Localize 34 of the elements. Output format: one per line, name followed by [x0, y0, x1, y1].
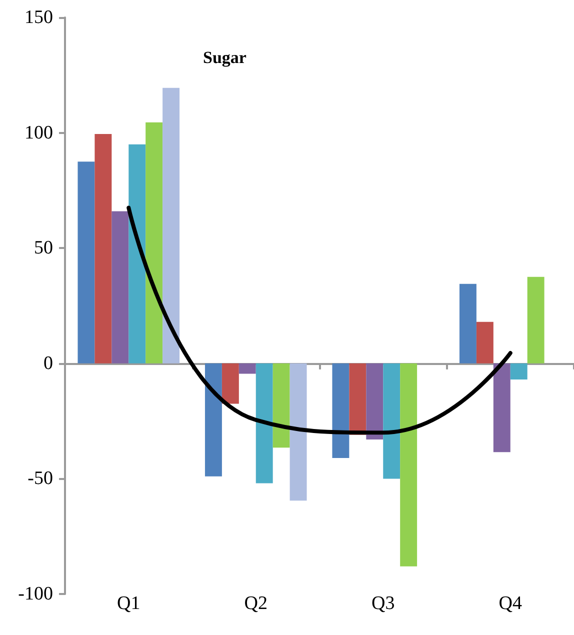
- bar: [256, 363, 273, 484]
- bar: [162, 88, 180, 364]
- bar: [510, 363, 528, 380]
- bar: [128, 144, 146, 364]
- bar: [459, 284, 476, 364]
- y-tick-label: -100: [18, 584, 53, 604]
- bar: [94, 134, 112, 364]
- x-tick-label: Q4: [498, 593, 522, 614]
- x-tick-label: Q3: [372, 593, 395, 614]
- bar: [400, 363, 418, 566]
- bar: [383, 363, 400, 479]
- bar: [527, 276, 544, 364]
- line-series: [126, 206, 512, 435]
- bar: [78, 162, 95, 364]
- bar: [332, 363, 350, 458]
- y-tick-label: 0: [44, 352, 53, 374]
- text: Sugar: [203, 48, 247, 67]
- bar: [349, 363, 366, 435]
- bar: [112, 211, 129, 364]
- bar: [204, 363, 222, 476]
- bar: [238, 363, 256, 374]
- y-tick-label: 50: [34, 238, 53, 259]
- bar: [476, 322, 494, 364]
- bar: [146, 122, 163, 364]
- y-tick-label: 100: [24, 122, 53, 144]
- bar: [493, 363, 510, 452]
- bar: [290, 363, 307, 501]
- bar: [222, 363, 239, 404]
- x-tick-label: Q1: [117, 593, 140, 614]
- bar: [366, 363, 384, 440]
- y-tick-label: 150: [24, 7, 53, 28]
- y-tick-label: -50: [28, 468, 53, 490]
- bar: [272, 363, 290, 448]
- x-tick-label: Q2: [244, 593, 268, 614]
